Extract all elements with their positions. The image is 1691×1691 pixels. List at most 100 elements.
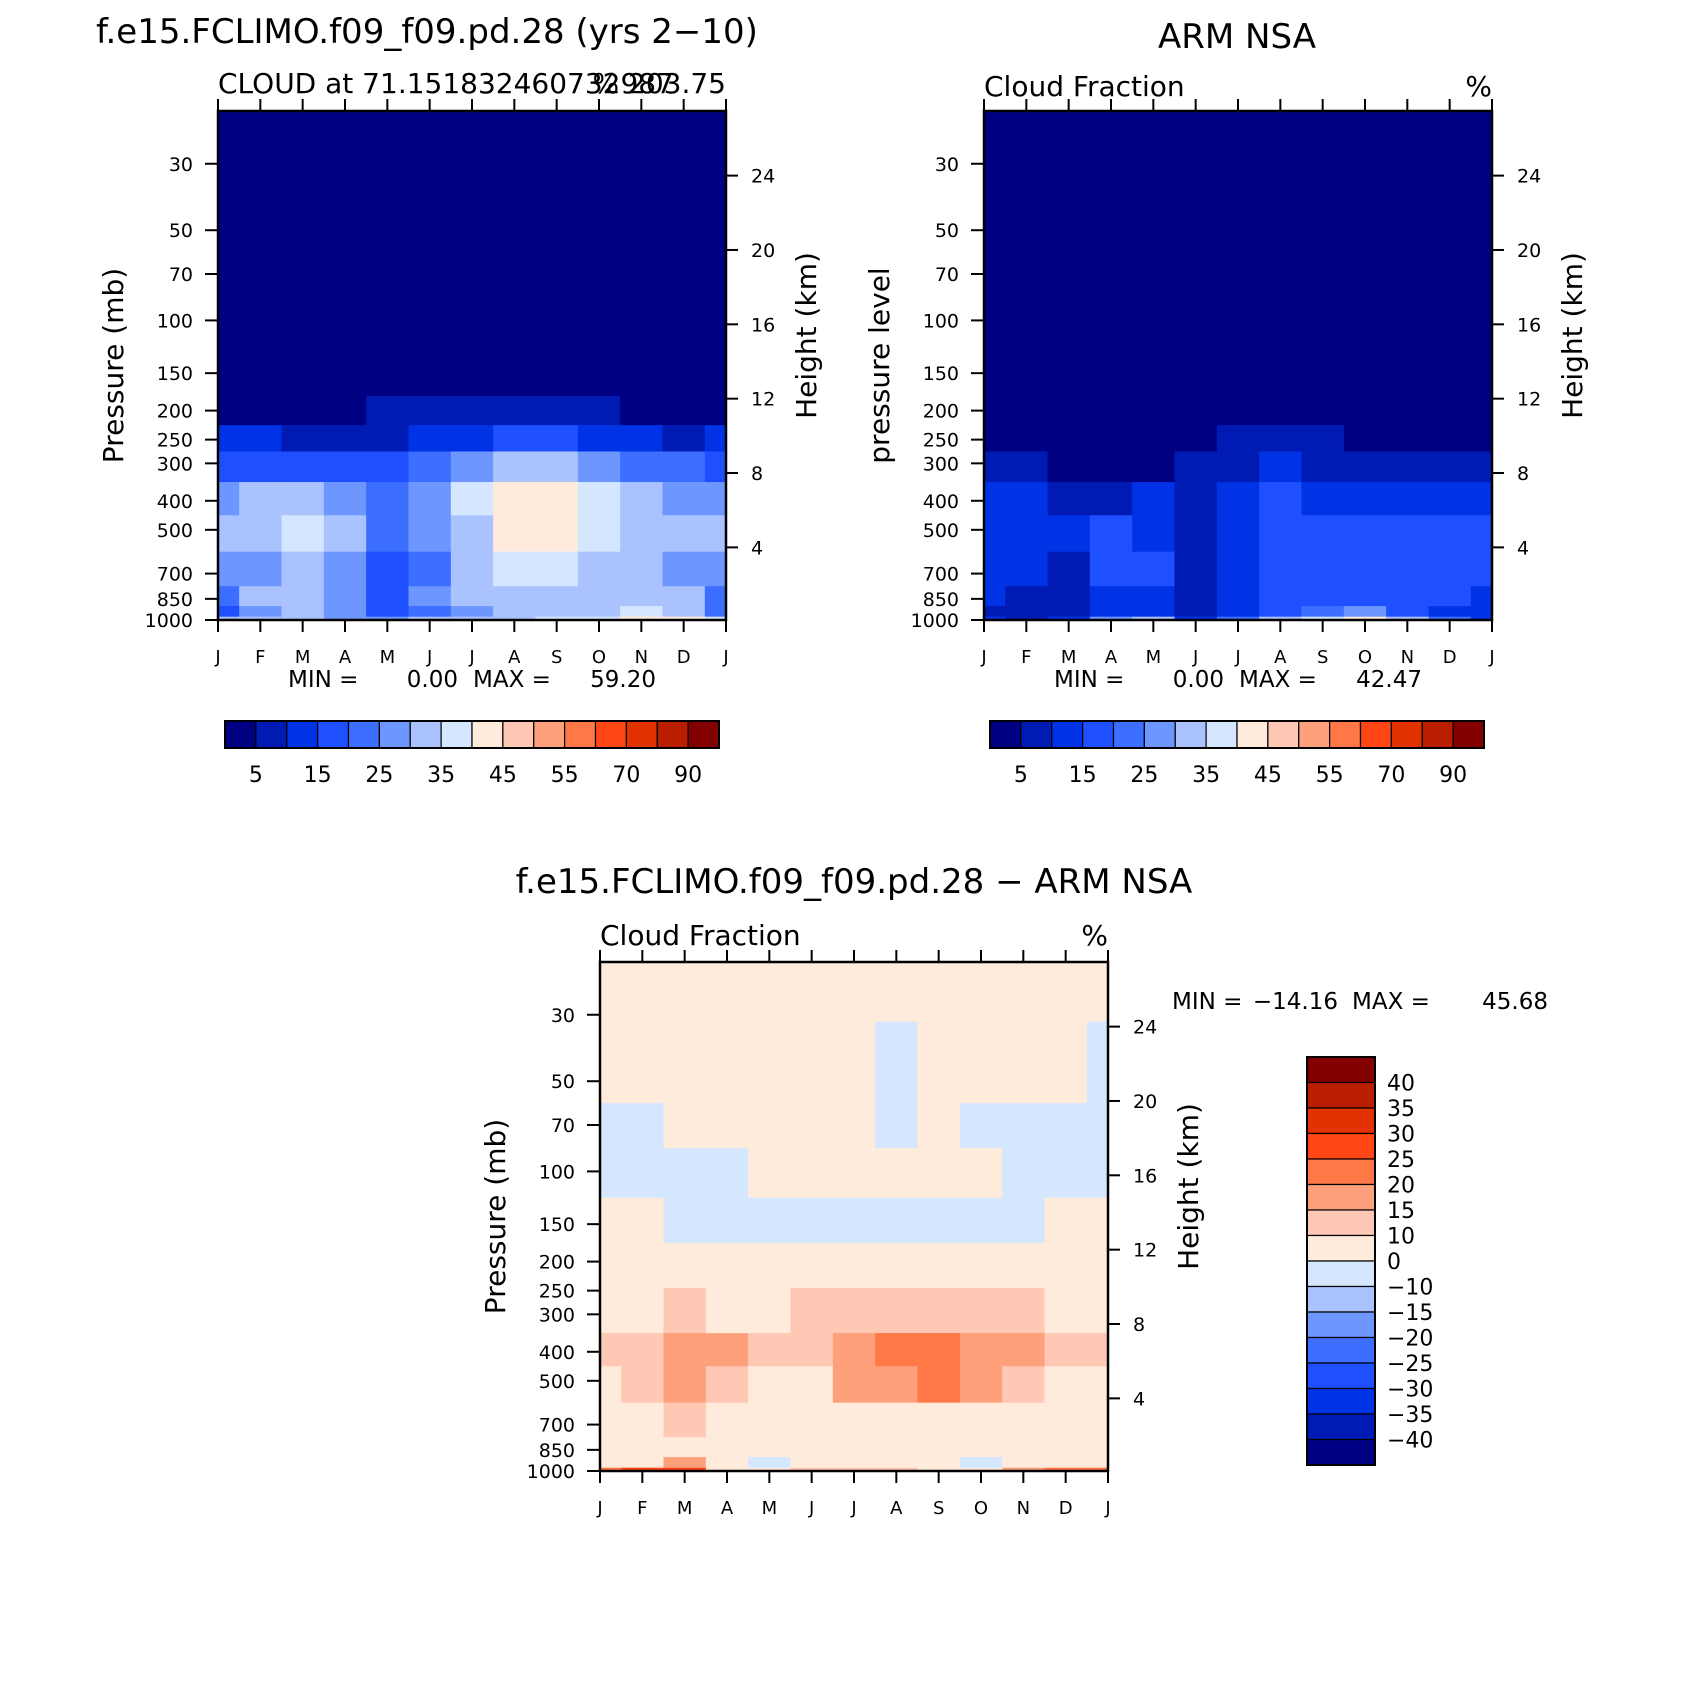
data-cell [535,515,579,553]
data-cell [984,482,1006,516]
colorbar-box [1051,720,1084,749]
data-cell [600,1457,622,1469]
data-cell [748,1197,792,1244]
data-cell [620,396,664,426]
data-cell [1301,586,1345,607]
data-cell [1301,425,1345,453]
data-cell [281,396,325,426]
data-cell [239,482,283,516]
y-tick-label: 200 [157,401,193,423]
colorbar-box [1329,720,1362,749]
data-cell [1470,551,1492,587]
data-cell [984,396,1006,426]
data-cell [1470,616,1492,620]
data-cell [600,1197,622,1244]
data-cell [218,396,240,426]
x-tick-label: O [974,1498,988,1519]
data-cell [1470,451,1492,483]
data-cell [917,1148,961,1199]
data-cell [323,586,367,607]
data-cell [577,586,621,607]
data-cell [450,425,494,453]
x-tick-label: M [1146,647,1162,668]
data-cell [1086,962,1108,1023]
y-tick-label: 50 [551,1071,575,1093]
data-cell [1428,551,1472,587]
data-cell [1174,451,1218,483]
data-cell [1259,606,1303,618]
y-tick-label: 850 [539,1440,575,1462]
data-cell [1002,1402,1046,1438]
data-cell [705,1287,749,1334]
data-cell [663,1437,707,1458]
data-cell [1259,551,1303,587]
min-label: MIN = [1172,989,1242,1015]
y-tick-label: 30 [935,154,959,176]
data-cell [662,425,706,453]
colorbar-frame [224,720,720,749]
data-cell [323,396,367,426]
data-cell [1259,515,1303,553]
colorbar-label: 35 [1387,1097,1415,1122]
x-tick-label: F [255,647,265,668]
data-cell [620,616,664,620]
data-cell [218,451,240,483]
model-colorbar: 5 15 25 35 45 55 70 90 [224,720,720,788]
data-cell [1089,551,1133,587]
data-cell [621,1197,665,1244]
y-tick-label: 1000 [911,610,959,632]
data-cell [493,396,537,426]
data-cell [621,1333,665,1367]
colorbar-box [594,720,627,749]
data-cell [959,1148,1003,1199]
data-cell [1086,1021,1108,1104]
data-cell [917,1287,961,1334]
data-cell [1216,586,1260,607]
y-tick-label: 100 [923,310,959,332]
data-cell [1301,616,1345,620]
data-cell [663,1366,707,1404]
data-cell [366,396,410,426]
data-cell [1386,515,1430,553]
data-cell [1428,606,1472,618]
data-cell [620,586,664,607]
data-cell [1259,616,1303,620]
data-cell [705,1197,749,1244]
colorbar-label: 5 [249,763,263,788]
data-cell [663,1467,707,1471]
data-cell [1086,1103,1108,1149]
y-tick-label: 50 [169,220,193,242]
data-cell [875,1287,919,1334]
x-tick-label: J [808,1498,814,1519]
data-cell [1216,606,1260,618]
y-tick-label: 30 [169,154,193,176]
colorbar-box [1306,1183,1376,1211]
data-cell [1086,1242,1108,1289]
data-cell [1216,451,1260,483]
x-tick-label: J [722,647,728,668]
data-cell [620,551,664,587]
data-cell [790,1242,834,1289]
y2-tick-label: 16 [1517,314,1541,336]
data-cell [450,515,494,553]
y-tick-label: 250 [923,430,959,452]
data-cell [790,1402,834,1438]
data-cell [984,586,1006,607]
data-cell [790,1197,834,1244]
colorbar-box [1082,720,1115,749]
data-cell [218,425,240,453]
colorbar-label: 45 [1254,763,1282,788]
data-cell [875,1467,919,1471]
colorbar-box [1452,720,1485,749]
colorbar-box [1306,1132,1376,1160]
colorbar-box [1306,1362,1376,1390]
y-tick-label: 100 [539,1161,575,1183]
data-cell [1047,586,1091,607]
data-cell [1386,616,1430,620]
y2-axis-label: Height (km) [1172,1103,1205,1270]
data-cell [1470,515,1492,553]
data-cell [1132,451,1176,483]
data-cell [832,1366,876,1404]
y-tick-label: 700 [923,564,959,586]
